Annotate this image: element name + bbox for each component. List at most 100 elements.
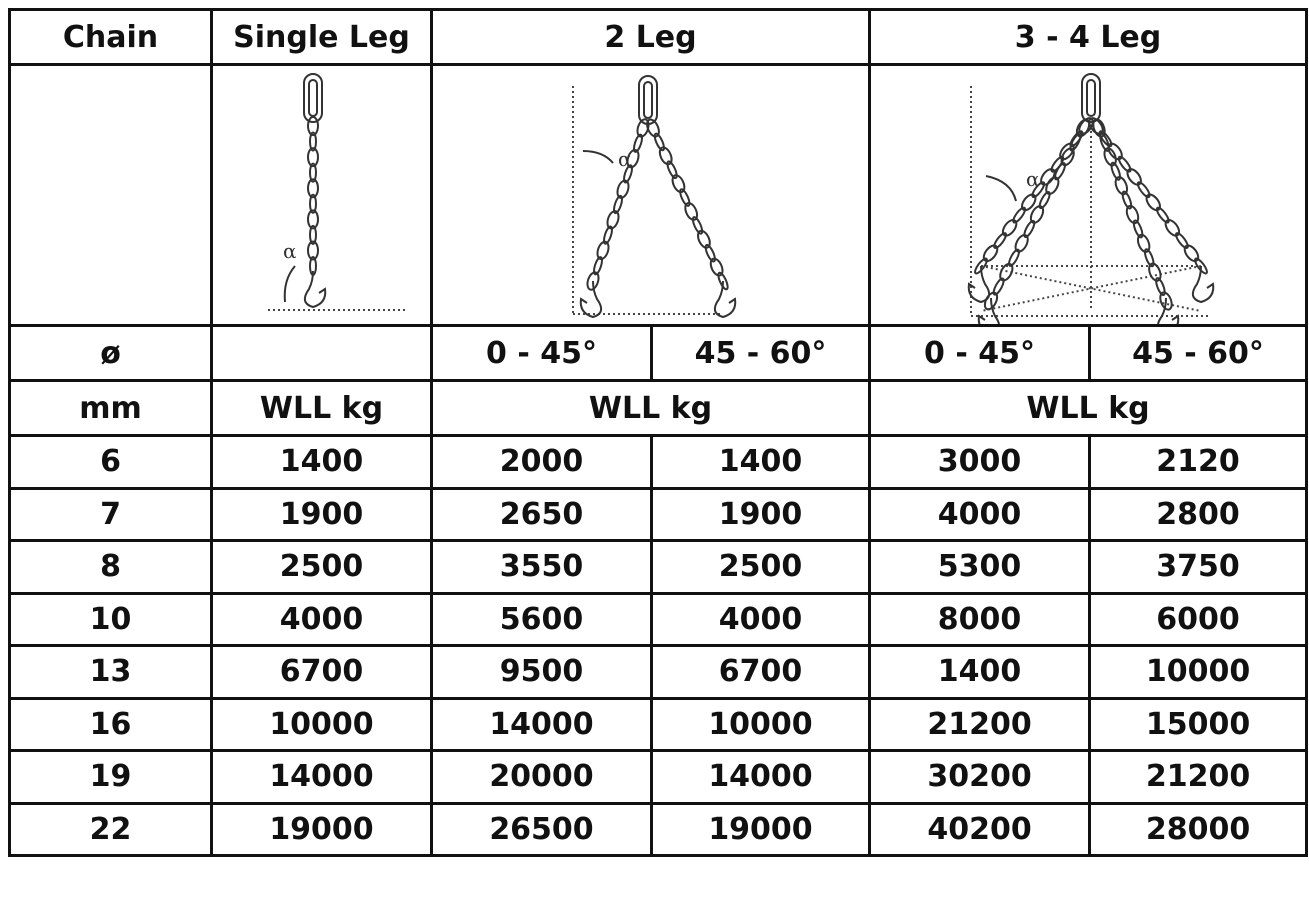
header-cell: 2 Leg bbox=[432, 10, 870, 65]
diameter-cell: 13 bbox=[10, 646, 212, 699]
wll-cell: 9500 bbox=[432, 646, 652, 699]
master-link bbox=[639, 76, 657, 124]
wll-cell: 8000 bbox=[870, 593, 1090, 646]
diameter-cell: 6 bbox=[10, 436, 212, 489]
wll-cell: 6000 bbox=[1090, 593, 1307, 646]
wll-cell: 4000 bbox=[212, 593, 432, 646]
wll-cell: 2500 bbox=[652, 541, 870, 594]
wll-cell: 21200 bbox=[1090, 751, 1307, 804]
diameter-cell: 7 bbox=[10, 488, 212, 541]
master-link bbox=[1082, 74, 1100, 122]
wll-cell: 28000 bbox=[1090, 803, 1307, 856]
wll-cell: 5300 bbox=[870, 541, 1090, 594]
hook bbox=[305, 271, 325, 307]
wll-cell: 10000 bbox=[212, 698, 432, 751]
wll-cell: 3750 bbox=[1090, 541, 1307, 594]
wll-cell: 1900 bbox=[652, 488, 870, 541]
chain-link bbox=[992, 232, 1008, 250]
angle-cell: ø bbox=[10, 326, 212, 381]
wll-cell: 14000 bbox=[432, 698, 652, 751]
header-cell: 3 - 4 Leg bbox=[870, 10, 1307, 65]
chain-link bbox=[1155, 206, 1171, 224]
unit-cell: WLL kg bbox=[870, 381, 1307, 436]
wll-cell: 10000 bbox=[652, 698, 870, 751]
header-row: Chain Single Leg 2 Leg 3 - 4 Leg bbox=[10, 10, 1307, 65]
chain-link bbox=[691, 216, 704, 235]
wll-cell: 3000 bbox=[870, 436, 1090, 489]
angle-symbol: α bbox=[618, 147, 632, 171]
wll-cell: 1400 bbox=[212, 436, 432, 489]
hook bbox=[715, 281, 735, 317]
wll-cell: 1900 bbox=[212, 488, 432, 541]
wll-cell: 1400 bbox=[652, 436, 870, 489]
data-row: 221900026500190004020028000 bbox=[10, 803, 1307, 856]
chain-link bbox=[1136, 181, 1152, 199]
chain-link bbox=[1000, 218, 1019, 238]
diagram-row: α α α bbox=[10, 65, 1307, 326]
angle-cell: 0 - 45° bbox=[432, 326, 652, 381]
unit-row: mm WLL kg WLL kg WLL kg bbox=[10, 381, 1307, 436]
chain-link bbox=[1144, 192, 1163, 212]
wll-cell: 14000 bbox=[652, 751, 870, 804]
diagram-cell: α bbox=[212, 65, 432, 326]
single-leg-diagram: α bbox=[213, 66, 427, 324]
wll-cell: 19000 bbox=[652, 803, 870, 856]
chain-link bbox=[678, 188, 691, 207]
data-row: 1040005600400080006000 bbox=[10, 593, 1307, 646]
diameter-cell: 19 bbox=[10, 751, 212, 804]
diameter-cell: 10 bbox=[10, 593, 212, 646]
angle-row: ø 0 - 45° 45 - 60° 0 - 45° 45 - 60° bbox=[10, 326, 1307, 381]
diagram-cell: α bbox=[870, 65, 1307, 326]
empty-cell bbox=[212, 326, 432, 381]
wll-cell: 6700 bbox=[652, 646, 870, 699]
chain-link bbox=[1174, 232, 1190, 250]
angle-cell: 45 - 60° bbox=[652, 326, 870, 381]
wll-cell: 40200 bbox=[870, 803, 1090, 856]
chain-link bbox=[981, 243, 1000, 263]
hook bbox=[581, 281, 601, 317]
diagram-cell: α bbox=[432, 65, 870, 326]
master-link bbox=[304, 74, 322, 122]
chain-link bbox=[1125, 167, 1144, 187]
wll-cell: 2650 bbox=[432, 488, 652, 541]
angle-arrow bbox=[583, 151, 613, 163]
two-leg-diagram: α bbox=[433, 66, 865, 324]
page: Chain Single Leg 2 Leg 3 - 4 Leg α α α ø… bbox=[0, 0, 1309, 902]
wll-cell: 26500 bbox=[432, 803, 652, 856]
wll-cell: 1400 bbox=[870, 646, 1090, 699]
chain-link bbox=[1182, 243, 1201, 263]
angle-arrow bbox=[285, 266, 295, 302]
wll-cell: 30200 bbox=[870, 751, 1090, 804]
wll-cell: 10000 bbox=[1090, 646, 1307, 699]
wll-cell: 4000 bbox=[652, 593, 870, 646]
angle-arrow bbox=[986, 176, 1016, 201]
diameter-cell: 22 bbox=[10, 803, 212, 856]
wll-cell: 6700 bbox=[212, 646, 432, 699]
wll-cell: 5600 bbox=[432, 593, 652, 646]
angle-symbol: α bbox=[1026, 167, 1040, 191]
master-link bbox=[644, 82, 652, 118]
unit-cell: mm bbox=[10, 381, 212, 436]
header-cell: Chain bbox=[10, 10, 212, 65]
master-link bbox=[1087, 80, 1095, 116]
header-cell: Single Leg bbox=[212, 10, 432, 65]
wll-cell: 21200 bbox=[870, 698, 1090, 751]
data-row: 825003550250053003750 bbox=[10, 541, 1307, 594]
diameter-cell: 8 bbox=[10, 541, 212, 594]
angle-cell: 45 - 60° bbox=[1090, 326, 1307, 381]
chain-link bbox=[1011, 206, 1027, 224]
wll-cell: 20000 bbox=[432, 751, 652, 804]
unit-cell: WLL kg bbox=[432, 381, 870, 436]
master-link bbox=[309, 80, 317, 116]
chain-link bbox=[653, 132, 666, 151]
wll-cell: 15000 bbox=[1090, 698, 1307, 751]
angle-cell: 0 - 45° bbox=[870, 326, 1090, 381]
angle-symbol: α bbox=[283, 239, 297, 263]
wll-cell: 4000 bbox=[870, 488, 1090, 541]
wll-cell: 19000 bbox=[212, 803, 432, 856]
